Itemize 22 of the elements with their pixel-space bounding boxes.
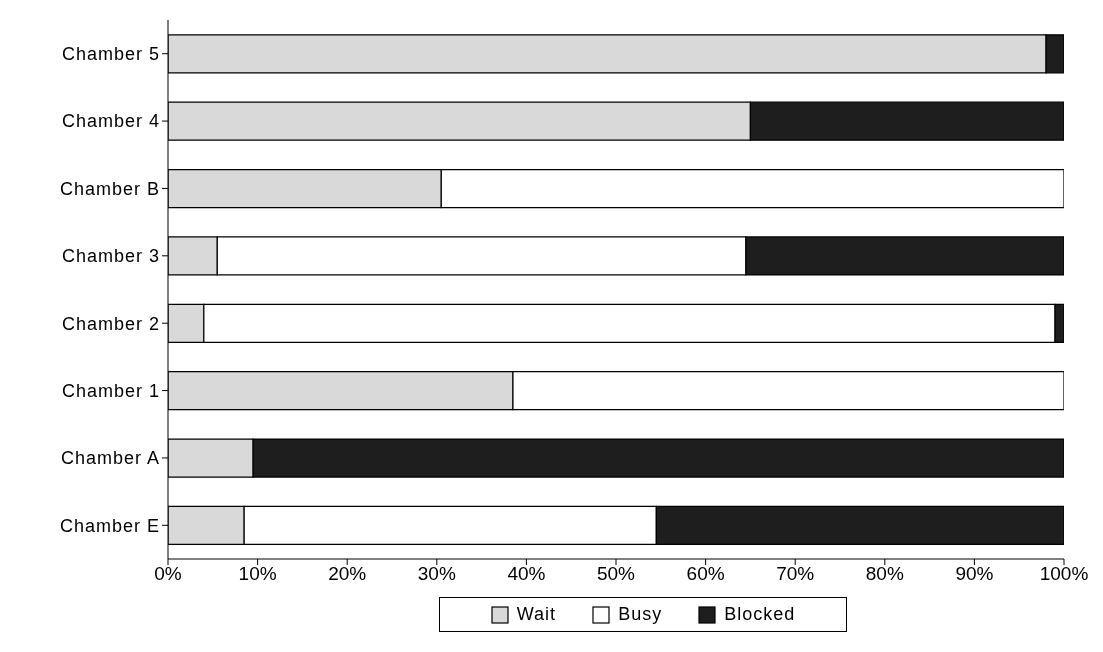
x-tick-label: 0% [154,563,182,585]
x-tick-label: 10% [238,563,277,585]
x-tick-label: 40% [507,563,546,585]
x-tick-label: 80% [865,563,904,585]
y-tick-label: Chamber 5 [61,44,160,65]
y-tick-label: Chamber 3 [61,246,160,267]
y-tick-label: Chamber 1 [61,380,160,401]
y-tick-label: Chamber B [59,178,160,199]
x-tick-label: 70% [776,563,815,585]
y-tick-label: Chamber A [60,448,160,469]
legend-label: Wait [516,604,557,625]
x-tick-label: 50% [596,563,636,585]
x-tick-label: 100% [1039,563,1089,585]
x-tick-label: 60% [686,563,725,585]
legend-label: Blocked [724,604,796,625]
y-tick-label: Chamber E [59,515,160,536]
x-tick-label: 30% [417,563,456,585]
x-tick-label: 90% [955,563,994,585]
x-tick-label: 20% [328,563,367,585]
legend-label: Busy [618,604,663,625]
y-tick-label: Chamber 4 [61,111,160,132]
y-tick-label: Chamber 2 [61,313,160,334]
